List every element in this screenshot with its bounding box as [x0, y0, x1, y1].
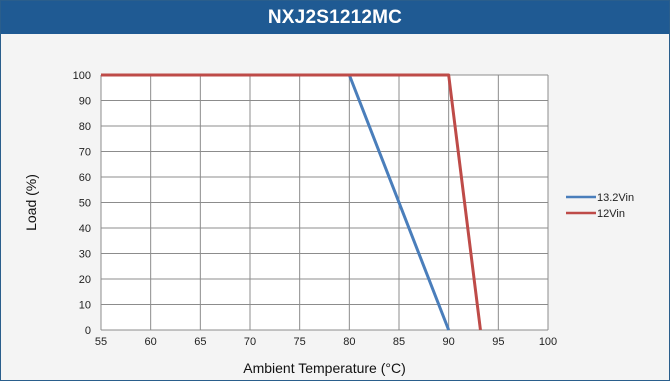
- y-tick-label: 50: [79, 198, 91, 210]
- x-tick-label: 60: [145, 336, 157, 348]
- x-tick-label: 85: [393, 336, 405, 348]
- y-tick-label: 30: [79, 249, 91, 261]
- series-line-1: [101, 73, 482, 331]
- y-axis-label: Load (%): [23, 174, 39, 231]
- x-tick-label: 70: [244, 336, 256, 348]
- legend-label: 13.2Vin: [597, 192, 634, 204]
- y-tick-label: 0: [85, 325, 91, 337]
- y-tick-label: 90: [79, 96, 91, 108]
- x-tick-label: 80: [343, 336, 355, 348]
- y-tick-label: 20: [79, 274, 91, 286]
- x-axis-label: Ambient Temperature (°C): [243, 360, 406, 376]
- x-tick-label: 75: [294, 336, 306, 348]
- y-tick-label: 10: [79, 300, 91, 312]
- y-tick-label: 60: [79, 172, 91, 184]
- y-tick-label: 80: [79, 121, 91, 133]
- legend-label: 12Vin: [597, 208, 625, 220]
- y-tick-label: 100: [73, 70, 91, 82]
- x-tick-label: 90: [443, 336, 455, 348]
- x-tick-label: 95: [492, 336, 504, 348]
- x-tick-label: 100: [539, 336, 557, 348]
- y-tick-label: 70: [79, 147, 91, 159]
- y-tick-label: 40: [79, 223, 91, 235]
- x-tick-label: 65: [194, 336, 206, 348]
- x-tick-label: 55: [95, 336, 107, 348]
- chart-title: NXJ2S1212MC: [1, 1, 669, 34]
